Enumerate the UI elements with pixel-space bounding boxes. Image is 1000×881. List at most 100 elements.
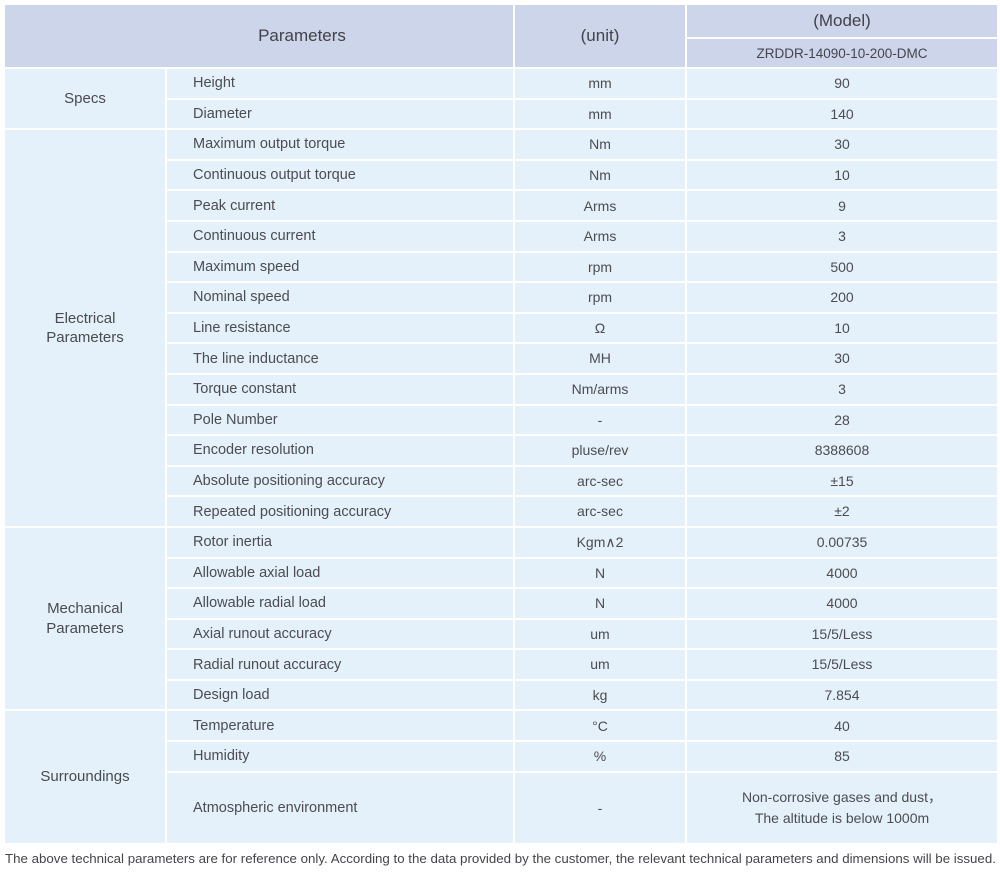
param-value: 40 — [685, 709, 999, 743]
param-unit: kg — [513, 678, 687, 712]
table-row: Encoder resolution pluse/rev 8388608 — [4, 434, 999, 467]
param-name: Design load — [165, 678, 515, 712]
param-name: Absolute positioning accuracy — [165, 464, 515, 498]
group-label-mechanical-parameters: Mechanical Parameters — [3, 525, 167, 712]
param-value: 0.00735 — [685, 525, 999, 559]
param-unit: um — [513, 648, 687, 681]
table-row: Absolute positioning accuracy arc-sec ±15 — [4, 464, 999, 498]
param-name: Repeated positioning accuracy — [165, 495, 515, 528]
param-unit: - — [513, 770, 687, 845]
table-row: Diameter mm 140 — [4, 97, 999, 131]
table-row: Radial runout accuracy um 15/5/Less — [4, 648, 999, 681]
param-unit: mm — [513, 67, 687, 100]
table-row: Continuous output torque Nm 10 — [4, 158, 999, 192]
param-value: 3 — [685, 219, 999, 253]
param-value: ±2 — [685, 495, 999, 528]
param-unit: Nm — [513, 128, 687, 161]
param-name: Humidity — [165, 740, 515, 773]
param-value: 140 — [685, 97, 999, 131]
param-value: 7.854 — [685, 678, 999, 712]
param-name: Rotor inertia — [165, 525, 515, 559]
param-unit: MH — [513, 342, 687, 375]
param-value: 10 — [685, 311, 999, 345]
param-value: 200 — [685, 281, 999, 314]
group-label-surroundings: Surroundings — [3, 709, 167, 845]
param-value: 30 — [685, 342, 999, 375]
param-unit: Arms — [513, 219, 687, 253]
param-value: Non-corrosive gases and dust， The altitud… — [685, 770, 999, 845]
param-name: The line inductance — [165, 342, 515, 375]
param-name: Atmospheric environment — [165, 770, 515, 845]
table-row: Nominal speed rpm 200 — [4, 281, 999, 314]
header-model: (Model) — [685, 2, 999, 40]
param-name: Peak current — [165, 189, 515, 222]
param-unit: N — [513, 587, 687, 620]
header-model-number: ZRDDR-14090-10-200-DMC — [685, 37, 999, 69]
param-value: 3 — [685, 372, 999, 406]
param-value: 8388608 — [685, 434, 999, 467]
param-value: 4000 — [685, 556, 999, 590]
table-row: Repeated positioning accuracy arc-sec ±2 — [4, 495, 999, 528]
param-value: 500 — [685, 250, 999, 284]
param-unit: Ω — [513, 311, 687, 345]
table-header: Parameters (unit) (Model) ZRDDR-14090-10… — [3, 2, 999, 69]
table-row: Allowable radial load N 4000 — [4, 587, 999, 620]
param-unit: mm — [513, 97, 687, 131]
param-name: Temperature — [165, 709, 515, 743]
param-name: Pole Number — [165, 403, 515, 437]
footer-note: The above technical parameters are for r… — [5, 850, 996, 866]
table-row: Line resistance Ω 10 — [4, 311, 999, 345]
table-row: Torque constant Nm/arms 3 — [4, 372, 999, 406]
spec-table: Parameters (unit) (Model) ZRDDR-14090-10… — [3, 2, 999, 845]
param-unit: um — [513, 617, 687, 651]
header-parameters: Parameters — [3, 3, 515, 69]
param-name: Continuous output torque — [165, 158, 515, 192]
param-value: 90 — [685, 67, 999, 100]
table-row: Peak current Arms 9 — [4, 189, 999, 222]
param-name: Torque constant — [165, 372, 515, 406]
param-name: Diameter — [165, 97, 515, 131]
table-row: Allowable axial load N 4000 — [4, 556, 999, 590]
group-label-specs: Specs — [3, 66, 167, 131]
param-unit: arc-sec — [513, 495, 687, 528]
param-unit: °C — [513, 709, 687, 743]
param-name: Maximum output torque — [165, 128, 515, 161]
param-unit: rpm — [513, 250, 687, 284]
table-row: Design load kg 7.854 — [4, 678, 999, 712]
param-value: 28 — [685, 403, 999, 437]
param-unit: % — [513, 740, 687, 773]
param-value: ±15 — [685, 464, 999, 498]
table-row: Specs Height mm 90 — [3, 66, 999, 131]
param-name: Encoder resolution — [165, 434, 515, 467]
param-unit: pluse/rev — [513, 434, 687, 467]
table-row: Continuous current Arms 3 — [4, 219, 999, 253]
param-value: 4000 — [685, 587, 999, 620]
param-value: 10 — [685, 158, 999, 192]
table-row: Axial runout accuracy um 15/5/Less — [4, 617, 999, 651]
param-name: Maximum speed — [165, 250, 515, 284]
param-name: Line resistance — [165, 311, 515, 345]
param-value: 30 — [685, 128, 999, 161]
param-unit: Nm — [513, 158, 687, 192]
param-name: Allowable axial load — [165, 556, 515, 590]
table-row: Humidity% 85 — [4, 740, 999, 773]
table-row: Surroundings Temperature °C 40 — [3, 709, 999, 845]
param-unit: Arms — [513, 189, 687, 222]
table-body: Specs Height mm 90 Diameter mm 140 Electrical Pa… — [3, 66, 999, 845]
table-row: Pole Number -28 — [4, 403, 999, 437]
table-row: Atmospheric environment - Non-corrosive ga… — [4, 770, 999, 845]
param-unit: N — [513, 556, 687, 590]
table-row: Mechanical Parameters Rotor inertia Kgm∧2 0.… — [3, 525, 999, 712]
param-value: 9 — [685, 189, 999, 222]
param-value: 15/5/Less — [685, 648, 999, 681]
param-name: Continuous current — [165, 219, 515, 253]
param-unit: arc-sec — [513, 464, 687, 498]
table-row: Electrical Parameters Maximum output torqu… — [3, 128, 999, 528]
param-name: Height — [165, 67, 515, 100]
param-value: 15/5/Less — [685, 617, 999, 651]
param-unit: rpm — [513, 281, 687, 314]
param-name: Allowable radial load — [165, 587, 515, 620]
param-name: Radial runout accuracy — [165, 648, 515, 681]
table-row: Maximum speed rpm 500 — [4, 250, 999, 284]
